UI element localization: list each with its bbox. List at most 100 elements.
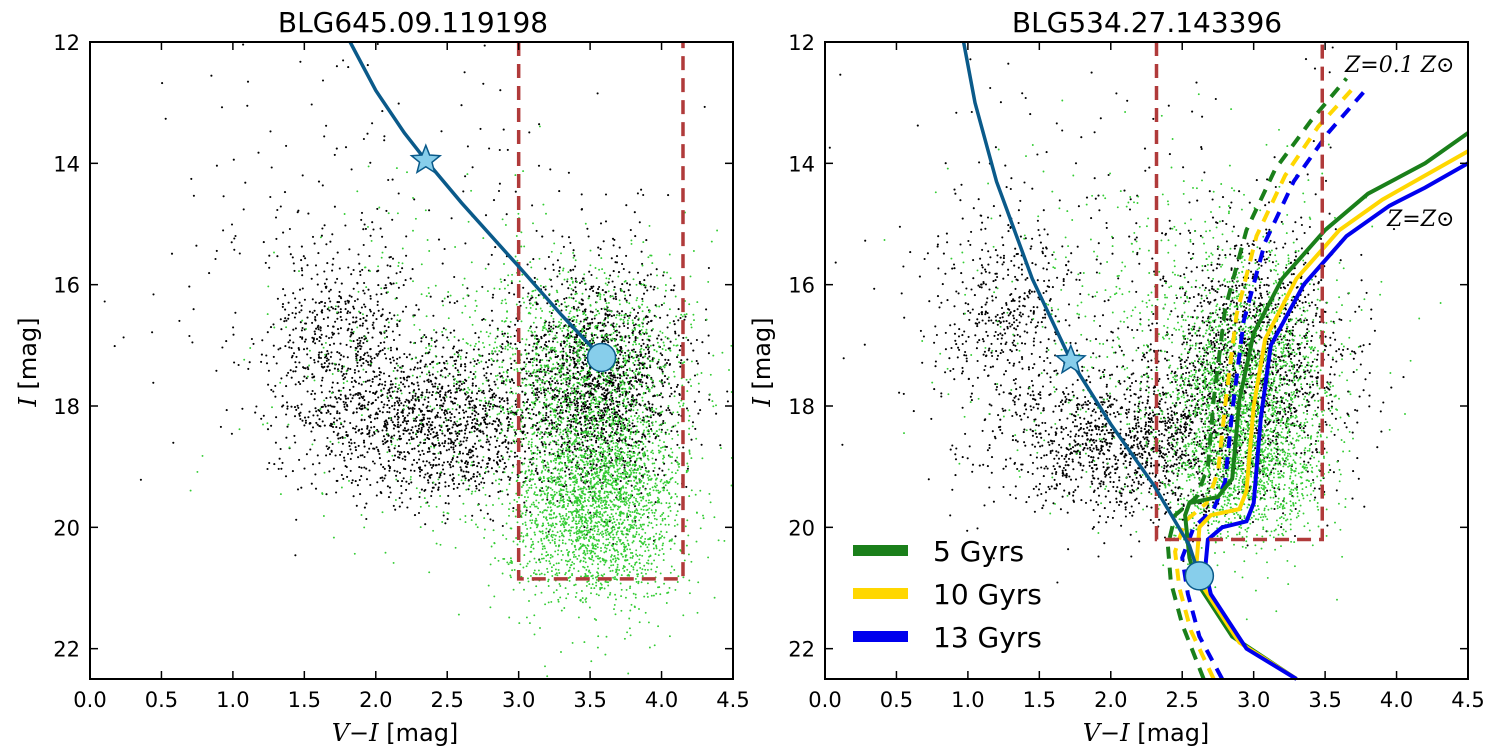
data-point xyxy=(373,370,376,374)
data-point xyxy=(356,364,359,368)
data-point xyxy=(407,482,411,485)
data-point xyxy=(336,412,339,415)
data-point xyxy=(531,408,534,411)
data-point xyxy=(673,323,676,326)
data-point xyxy=(442,421,445,424)
data-point xyxy=(571,641,574,644)
data-point xyxy=(640,385,643,388)
data-point xyxy=(420,371,424,374)
data-point xyxy=(614,261,617,264)
data-point xyxy=(340,319,343,322)
data-point xyxy=(438,444,441,447)
data-point xyxy=(621,283,624,286)
data-point xyxy=(352,394,355,397)
data-point xyxy=(383,347,386,350)
data-point xyxy=(458,406,461,409)
data-point xyxy=(512,439,515,442)
data-point xyxy=(314,487,318,490)
data-point xyxy=(556,574,559,577)
data-point xyxy=(369,297,372,300)
data-point xyxy=(513,451,517,454)
data-point xyxy=(454,422,457,426)
data-point xyxy=(170,252,174,255)
data-point xyxy=(528,417,531,420)
data-point xyxy=(314,342,317,345)
data-point xyxy=(538,451,542,454)
data-point xyxy=(502,471,505,474)
data-point xyxy=(403,417,406,420)
data-point xyxy=(541,532,544,535)
data-point xyxy=(191,341,194,344)
data-point xyxy=(587,529,590,532)
data-point xyxy=(498,444,501,448)
data-point xyxy=(550,419,553,422)
data-point xyxy=(573,402,576,405)
data-point xyxy=(544,547,546,550)
data-point xyxy=(307,212,310,215)
data-point xyxy=(387,399,390,402)
data-point xyxy=(522,367,526,370)
data-point xyxy=(613,374,616,377)
data-point xyxy=(617,384,620,388)
data-point xyxy=(502,128,505,131)
data-point xyxy=(569,532,572,535)
data-point xyxy=(631,332,634,335)
data-point xyxy=(305,453,308,456)
data-point xyxy=(360,418,363,421)
data-point xyxy=(314,301,317,304)
data-point xyxy=(599,443,602,446)
data-point xyxy=(367,331,370,334)
data-point xyxy=(454,444,457,447)
data-point xyxy=(383,139,386,142)
data-point xyxy=(662,559,665,562)
data-point xyxy=(446,336,449,339)
data-point xyxy=(668,433,671,435)
data-point xyxy=(302,348,306,351)
data-point xyxy=(436,414,439,417)
data-point xyxy=(456,355,460,358)
data-point xyxy=(363,445,366,448)
data-point xyxy=(576,314,579,317)
data-point xyxy=(303,424,306,427)
data-point xyxy=(453,451,456,454)
data-point xyxy=(660,413,663,416)
data-point xyxy=(367,288,370,291)
data-point xyxy=(674,330,677,333)
data-point xyxy=(633,505,637,508)
data-point xyxy=(312,376,315,379)
data-point xyxy=(393,454,397,457)
data-point xyxy=(557,427,560,430)
data-point xyxy=(677,413,680,416)
data-point xyxy=(540,335,543,338)
data-point xyxy=(576,366,579,369)
data-point xyxy=(508,478,511,481)
data-point xyxy=(614,448,617,451)
data-point xyxy=(425,388,428,391)
data-point xyxy=(482,404,485,407)
data-point xyxy=(678,446,681,449)
data-point xyxy=(697,390,701,393)
data-point xyxy=(342,400,345,403)
data-point xyxy=(360,428,363,431)
data-point xyxy=(369,384,372,388)
data-point xyxy=(620,588,623,591)
data-point xyxy=(530,503,533,506)
data-point xyxy=(507,412,510,415)
data-point xyxy=(314,333,317,336)
data-point xyxy=(389,361,392,364)
data-point xyxy=(539,387,542,390)
data-point xyxy=(589,453,592,456)
data-point xyxy=(429,476,432,479)
data-point xyxy=(616,343,619,346)
data-point xyxy=(420,394,423,397)
data-point xyxy=(353,299,357,303)
data-point xyxy=(453,301,456,305)
data-point xyxy=(606,439,609,442)
data-point xyxy=(348,294,351,297)
data-point xyxy=(657,360,660,364)
data-point xyxy=(570,542,573,545)
data-point xyxy=(605,396,608,399)
data-point xyxy=(310,103,313,106)
data-point xyxy=(494,394,498,397)
data-point xyxy=(571,472,574,475)
